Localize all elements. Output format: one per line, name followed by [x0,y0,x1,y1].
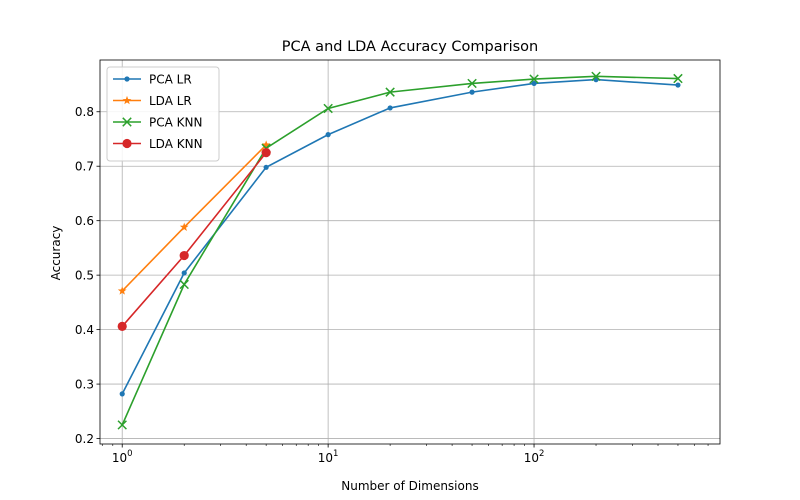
legend-label: LDA LR [149,94,192,108]
x-tick-label: 102 [524,449,545,465]
axes-frame [99,59,721,445]
data-point [591,71,601,82]
data-point [385,87,395,97]
data-point [122,138,132,149]
legend-entry: PCA KNN [113,116,202,130]
data-point [122,117,132,127]
y-tick-label: 0.5 [75,269,94,283]
data-point [117,420,127,430]
legend: PCA LR LDA LR PCA KNN LDA KNN [106,66,220,162]
tick-layer: 0.2 0.3 0.4 0.5 0.6 0.7 0.8 100 101 102 [75,105,709,465]
series-pca-knn [117,71,683,430]
data-point [261,147,271,158]
data-point [117,321,127,331]
data-point [531,80,537,87]
data-point [181,270,187,276]
data-point [529,74,539,84]
data-point [673,73,683,84]
data-point [469,89,475,95]
data-point [179,250,189,261]
legend-label: LDA KNN [149,137,203,151]
data-point [467,78,477,89]
data-point [675,82,681,88]
data-point [323,103,333,114]
x-tick-label: 100 [112,449,133,465]
data-point [179,279,189,290]
legend-label: PCA KNN [149,116,202,130]
x-axis-label: Number of Dimensions [341,479,478,493]
data-point [124,76,130,82]
data-point [117,286,127,295]
x-tick-label: 101 [318,449,339,465]
legend-box [106,66,220,162]
y-tick-label: 0.2 [75,432,94,446]
series-layer [117,71,683,430]
y-tick-label: 0.7 [75,160,94,174]
series-line [121,152,267,327]
series-lda-lr [117,140,271,295]
data-point [122,95,132,105]
legend-entry: LDA KNN [113,137,203,151]
data-point [179,222,189,231]
y-axis-label: Accuracy [49,226,63,281]
legend-entry: PCA LR [113,73,192,87]
legend-entry: LDA LR [113,94,192,108]
data-point [119,391,125,397]
data-point [387,105,393,111]
data-point [325,132,331,138]
y-tick-label: 0.3 [75,378,94,392]
chart-title: PCA and LDA Accuracy Comparison [282,39,538,55]
y-tick-label: 0.4 [75,323,94,337]
data-point [263,164,269,170]
y-tick-label: 0.6 [75,214,94,228]
series-lda-knn [117,147,271,331]
y-tick-label: 0.8 [75,105,94,119]
data-point [261,140,271,149]
legend-label: PCA LR [149,73,192,87]
